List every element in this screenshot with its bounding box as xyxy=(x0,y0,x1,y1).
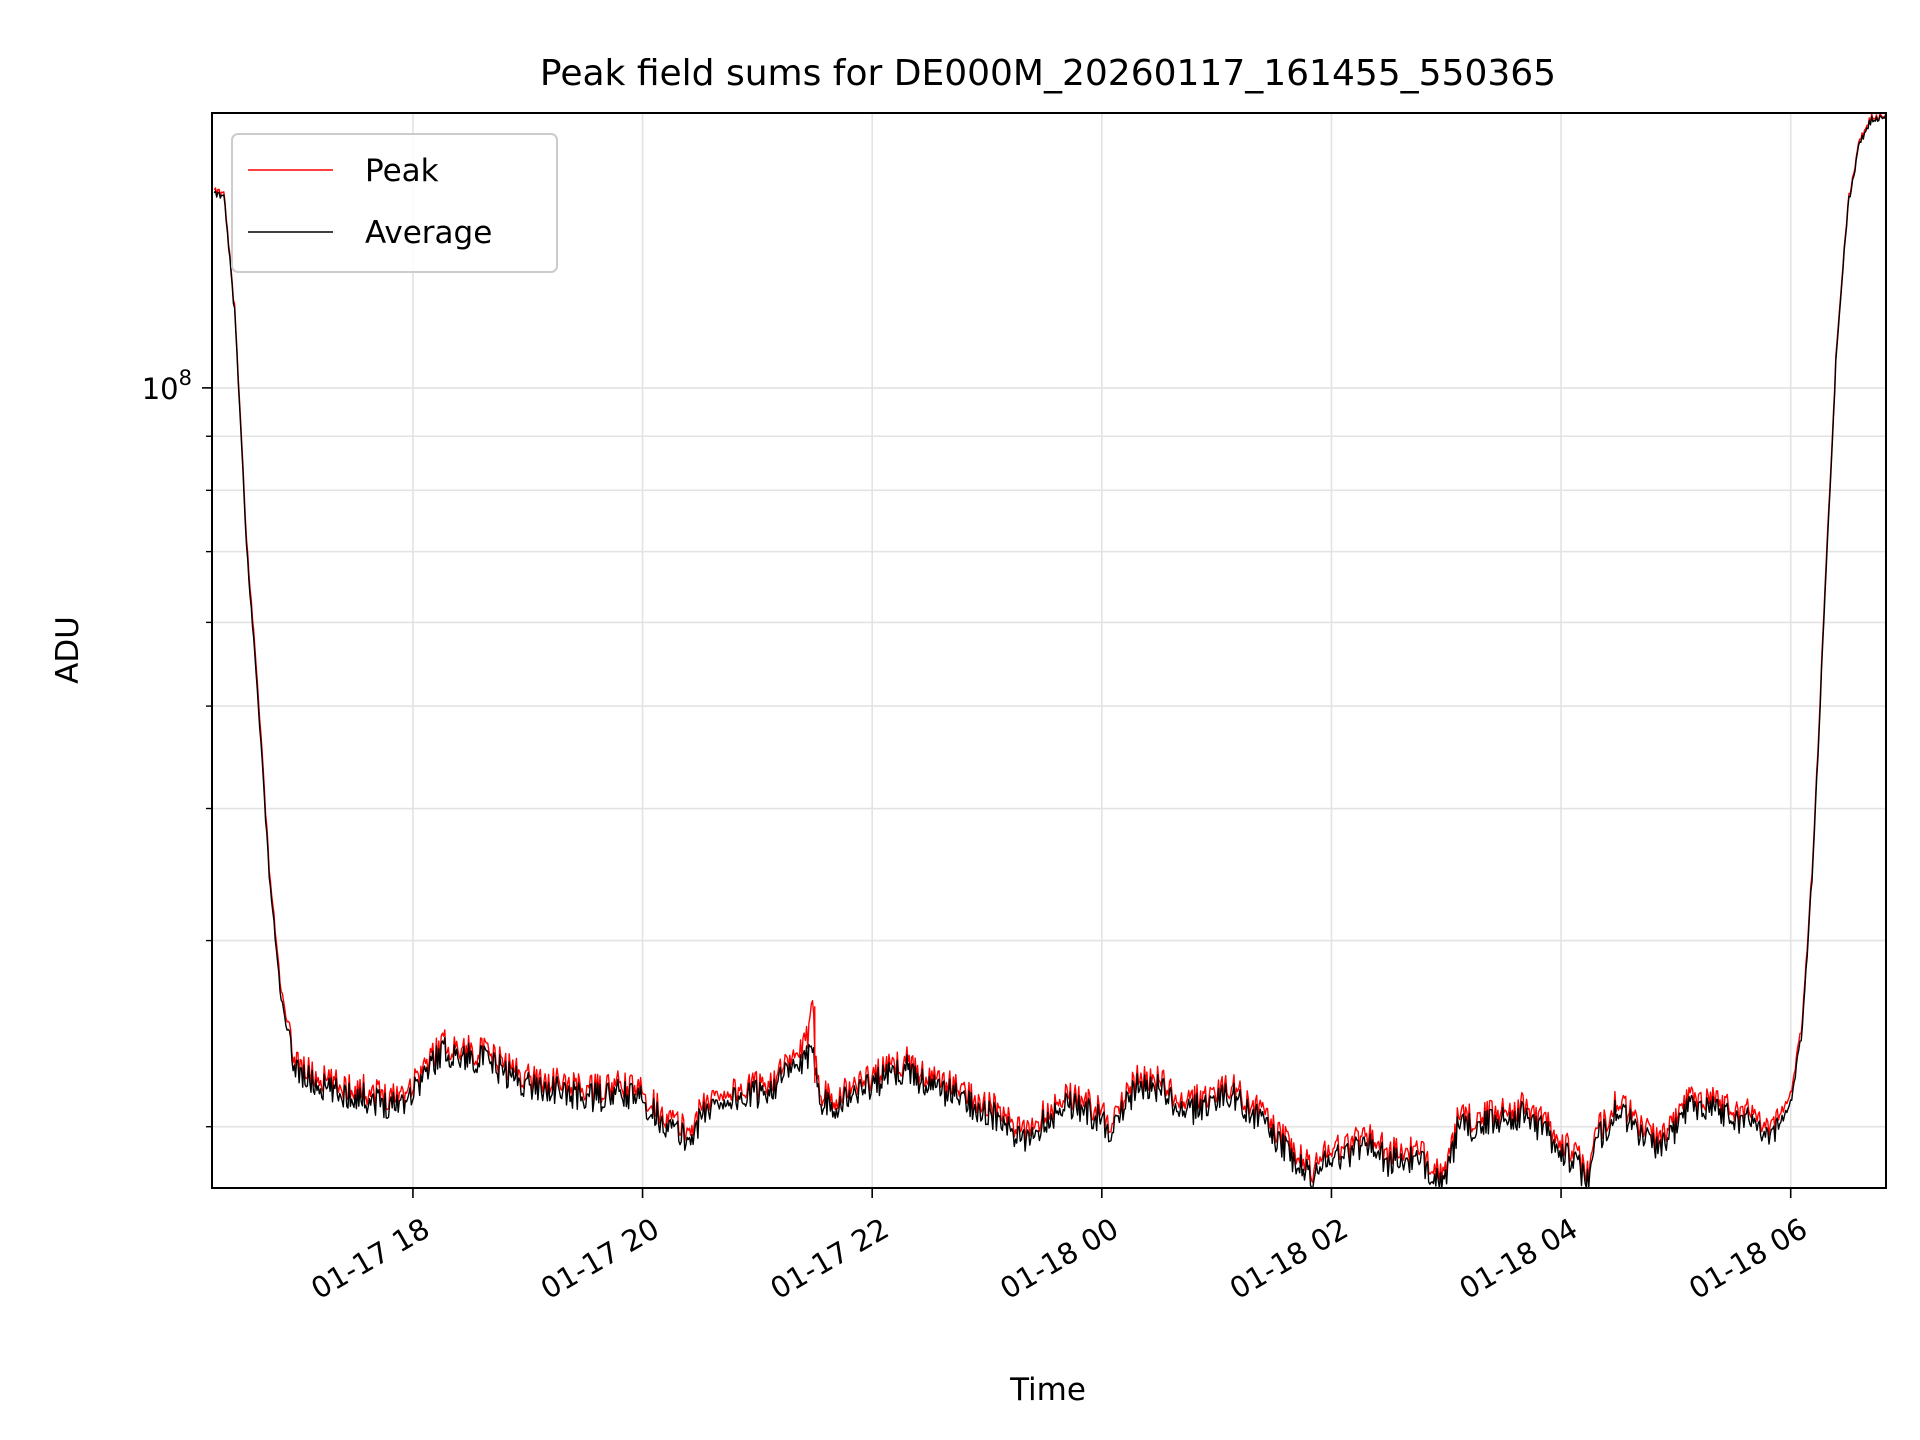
x-axis-label: Time xyxy=(1009,1372,1086,1408)
legend-box xyxy=(231,133,558,273)
legend: Peak Average xyxy=(231,133,558,273)
plot-frame xyxy=(211,112,1887,1189)
legend-average-label: Average xyxy=(365,215,492,251)
chart-title: Peak field sums for DE000M_20260117_1614… xyxy=(540,53,1556,94)
series-layer xyxy=(213,112,1887,1189)
y-axis-label: ADU xyxy=(50,616,86,684)
grid-lines xyxy=(212,113,1886,1188)
series-line-average xyxy=(213,112,1887,1189)
y-tick-label: 108 xyxy=(142,366,192,406)
legend-peak-label: Peak xyxy=(365,153,439,189)
